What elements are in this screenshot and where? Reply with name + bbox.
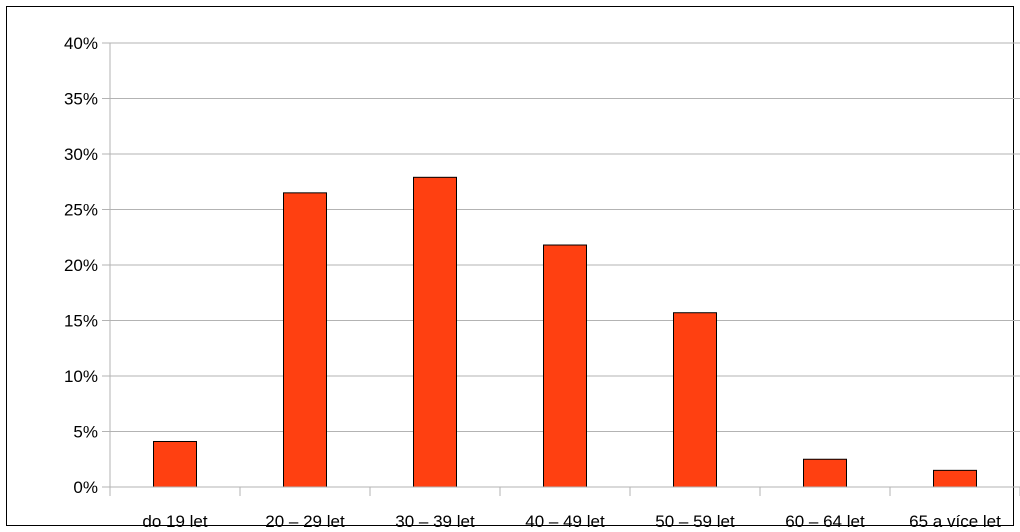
x-tick-label: 40 – 49 let	[525, 512, 605, 531]
y-tick-labels: 0% 5% 10% 15% 20% 25% 30% 35% 40%	[64, 34, 98, 497]
y-tick-label: 30%	[64, 145, 98, 164]
bar	[283, 192, 327, 488]
bars	[153, 176, 977, 488]
y-tick-label: 25%	[64, 201, 98, 220]
y-tick-label: 10%	[64, 367, 98, 386]
y-tick-label: 0%	[73, 478, 98, 497]
bar	[673, 312, 717, 488]
bar	[933, 469, 977, 488]
y-tick-label: 15%	[64, 312, 98, 331]
bar	[153, 440, 197, 488]
bar	[543, 244, 587, 488]
x-tick-label: 65 a více let	[909, 512, 1001, 531]
y-tick-label: 20%	[64, 256, 98, 275]
x-tick-label: do 19 let	[142, 512, 207, 531]
bar	[803, 458, 847, 488]
axes	[102, 42, 1020, 496]
x-tick-label: 60 – 64 let	[785, 512, 865, 531]
y-tick-label: 40%	[64, 34, 98, 53]
y-tick-label: 35%	[64, 90, 98, 109]
x-tick-labels: do 19 let 20 – 29 let 30 – 39 let 40 – 49 l…	[142, 512, 1001, 531]
y-tick-label: 5%	[73, 423, 98, 442]
bar	[413, 176, 457, 488]
x-tick-label: 20 – 29 let	[265, 512, 345, 531]
gridlines	[110, 42, 1020, 432]
x-tick-label: 50 – 59 let	[655, 512, 735, 531]
chart-frame	[6, 6, 1014, 526]
x-tick-label: 30 – 39 let	[395, 512, 475, 531]
